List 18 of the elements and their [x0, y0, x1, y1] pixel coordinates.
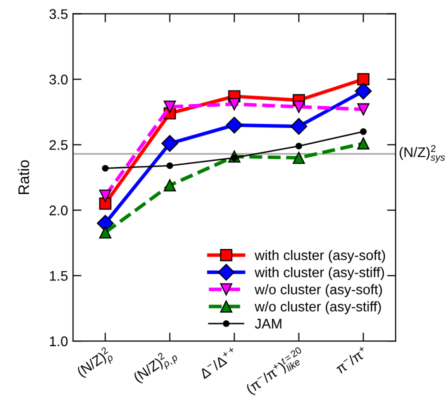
- legend-label: w/o cluster (asy-stiff): [254, 301, 381, 314]
- legend-label: with cluster (asy-stiff): [254, 267, 384, 280]
- x-tick-label: π$^{−}$/π$^{+}$: [334, 346, 368, 374]
- x-tick-label: (N/Z)$^{2}$$_{ρ}$: [75, 346, 115, 382]
- ref-line-label: (N/Z)$^{2}$$_{sys}$: [400, 145, 445, 163]
- y-tick-label: 1.5: [50, 271, 68, 281]
- x-tick-label: Δ$^{−}$/Δ$^{++}$: [198, 346, 238, 380]
- y-tick-label: 2.0: [50, 206, 68, 216]
- x-tick-label: (N/Z)$^{2}$$_{ρ,p}$: [132, 346, 180, 388]
- legend-label: w/o cluster (asy-soft): [254, 284, 382, 298]
- x-tick-label: (π$^{−}$/π$^{+}$)$^{t=20}$$_{like}$: [244, 346, 308, 398]
- legend-label: JAM: [254, 318, 282, 329]
- y-tick-label: 3.5: [49, 9, 68, 20]
- legend-label: with cluster (asy-soft): [254, 250, 386, 263]
- y-axis-title: Ratio: [18, 160, 30, 194]
- y-tick-label: 2.5: [50, 140, 68, 150]
- y-tick-label: 1.0: [50, 336, 68, 346]
- y-tick-label: 3.0: [49, 74, 68, 84]
